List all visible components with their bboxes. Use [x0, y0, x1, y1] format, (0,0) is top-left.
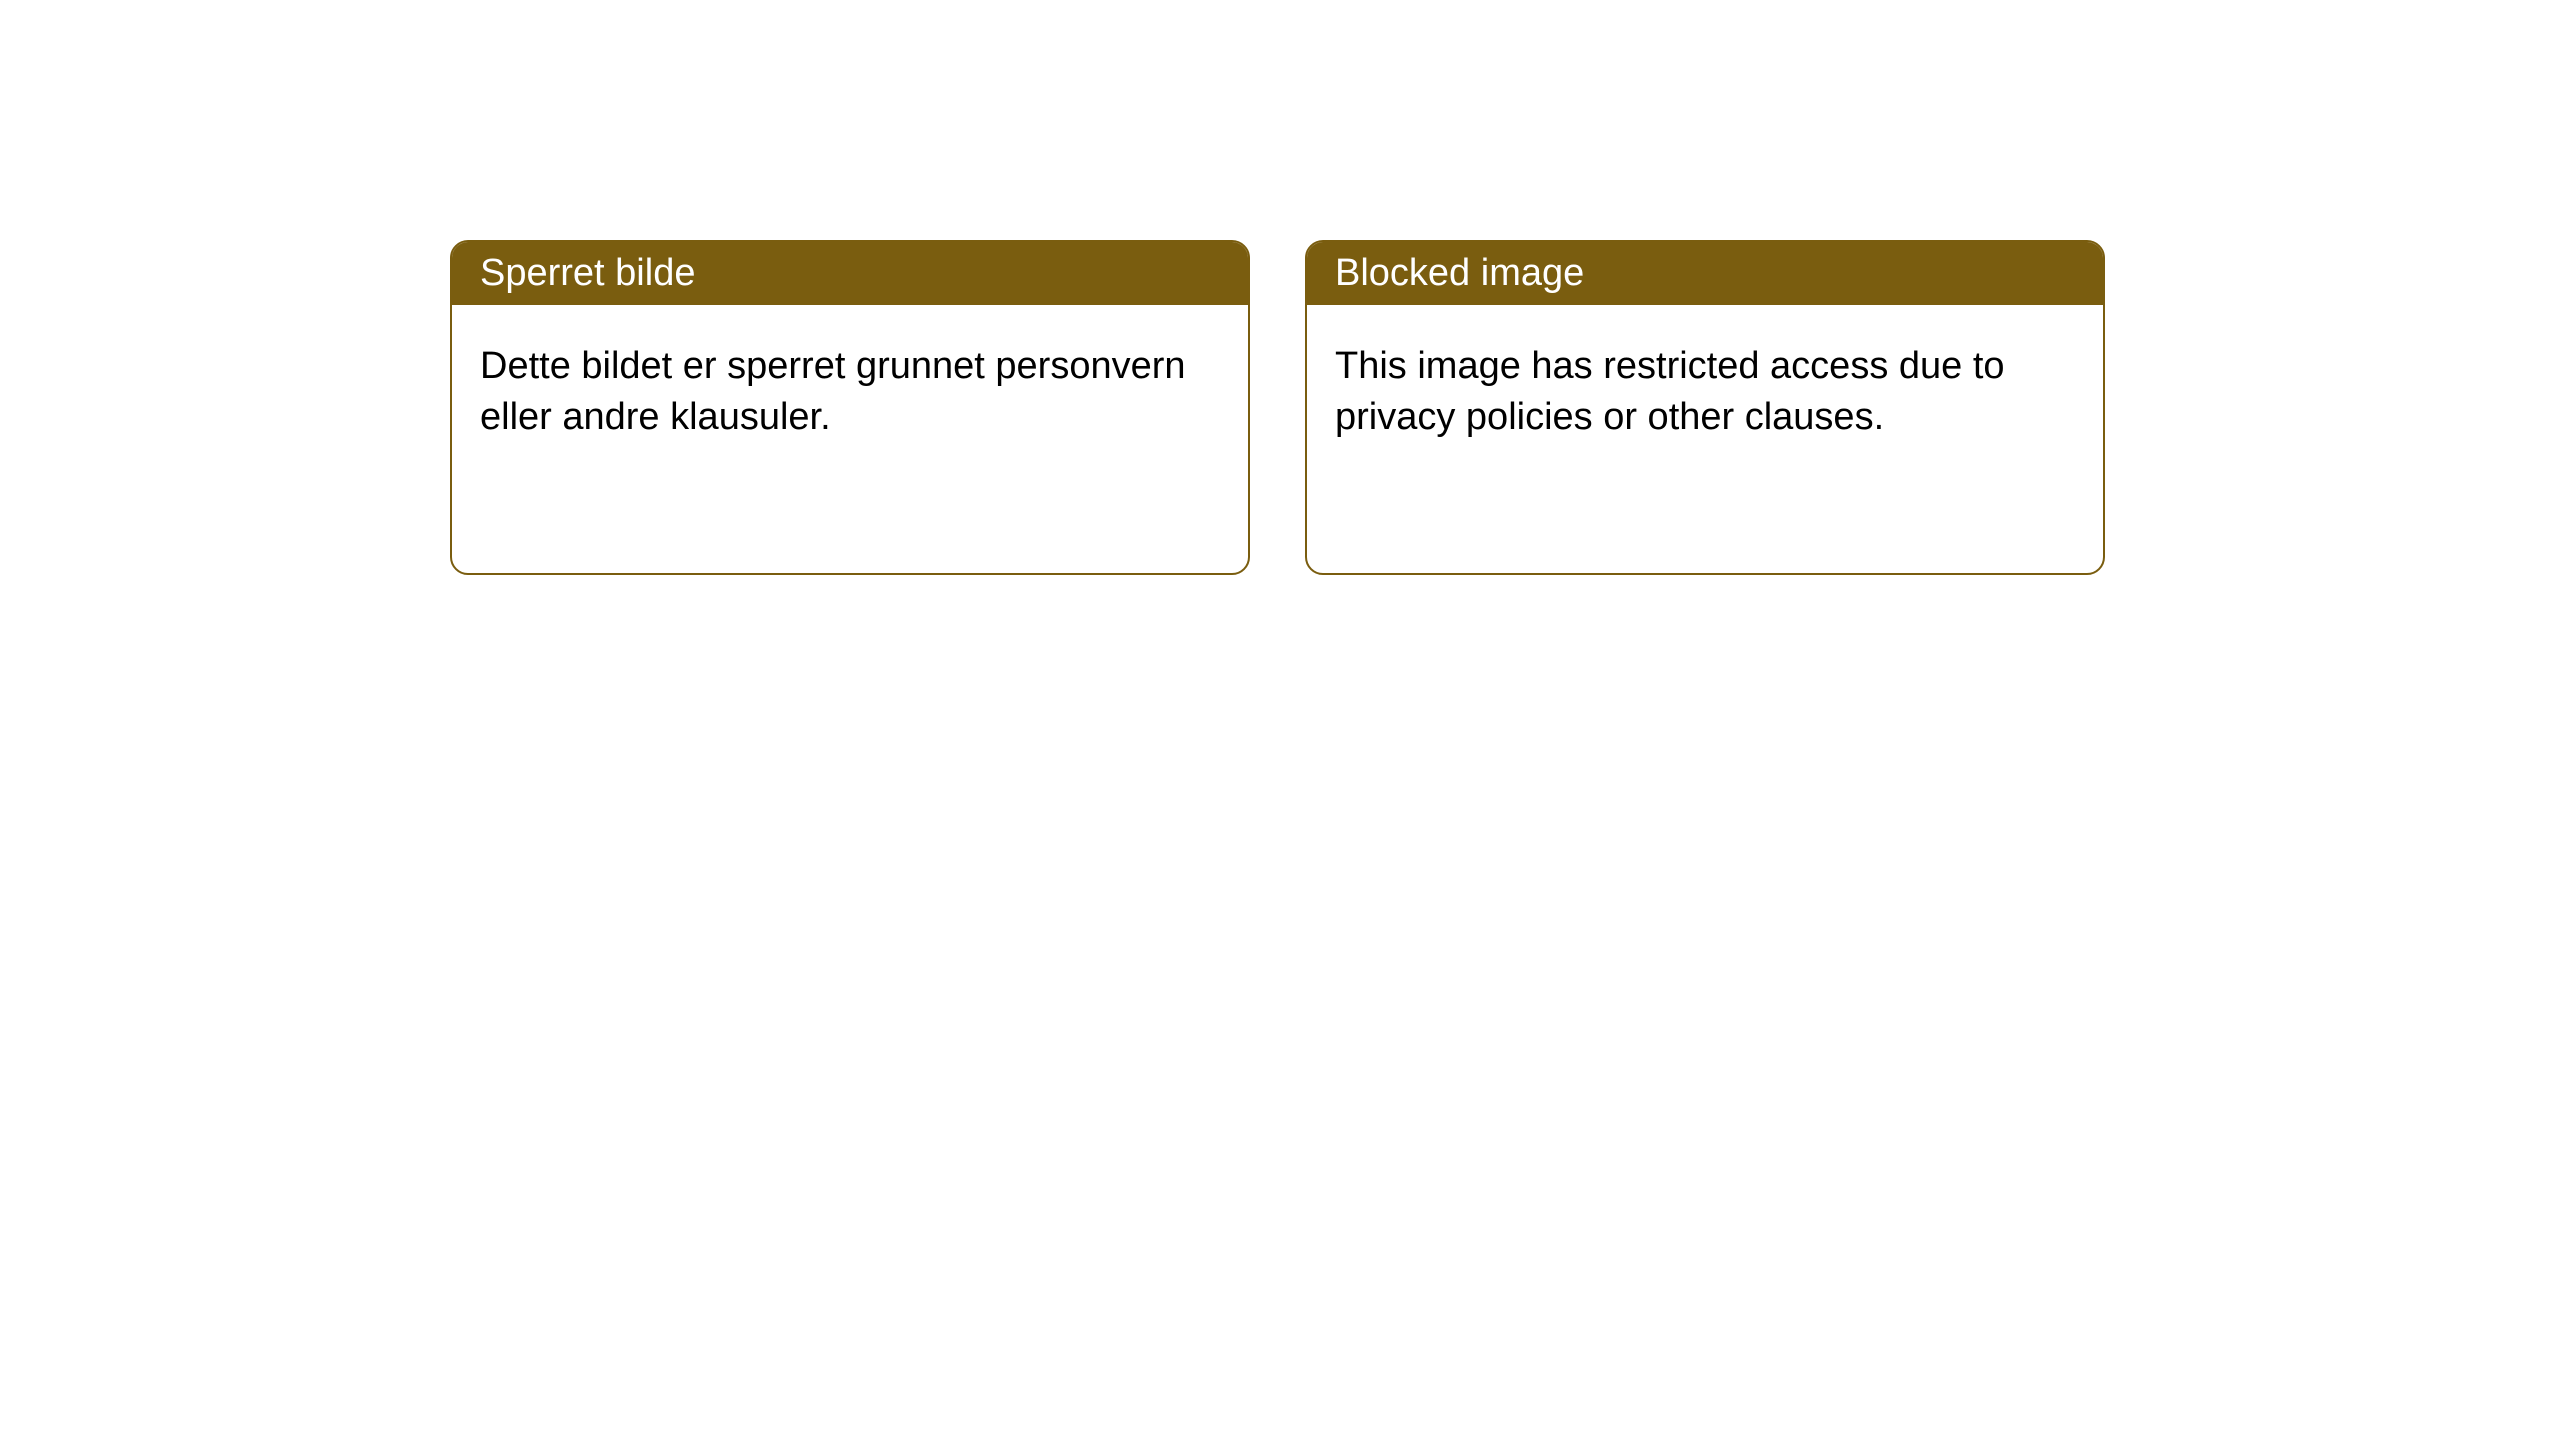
notice-card-norwegian: Sperret bilde Dette bildet er sperret gr…	[450, 240, 1250, 575]
notice-container: Sperret bilde Dette bildet er sperret gr…	[0, 0, 2560, 575]
notice-card-english: Blocked image This image has restricted …	[1305, 240, 2105, 575]
card-body: Dette bildet er sperret grunnet personve…	[452, 305, 1248, 480]
card-header: Blocked image	[1307, 242, 2103, 305]
card-title: Blocked image	[1335, 252, 1584, 294]
card-header: Sperret bilde	[452, 242, 1248, 305]
card-title: Sperret bilde	[480, 252, 695, 294]
card-body-text: This image has restricted access due to …	[1335, 345, 2005, 438]
card-body-text: Dette bildet er sperret grunnet personve…	[480, 345, 1186, 438]
card-body: This image has restricted access due to …	[1307, 305, 2103, 480]
